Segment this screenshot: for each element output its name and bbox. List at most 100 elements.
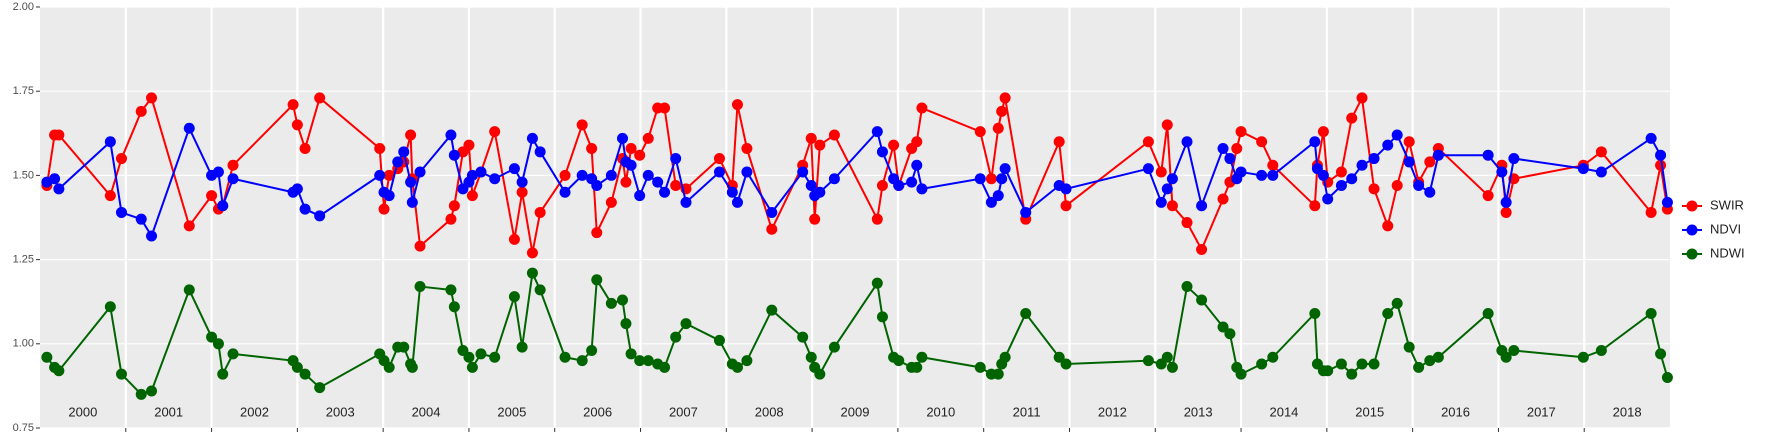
data-point: [135, 213, 147, 225]
data-point: [53, 365, 65, 377]
data-point: [731, 99, 743, 111]
data-point: [227, 159, 239, 171]
data-point: [634, 190, 646, 202]
year-label: 2007: [669, 404, 698, 419]
y-tick-label: 1.50: [13, 169, 34, 181]
data-point: [1432, 149, 1444, 161]
data-point: [1413, 180, 1425, 192]
data-point: [713, 166, 725, 178]
data-point: [893, 180, 905, 192]
data-point: [576, 169, 588, 181]
data-point: [1256, 358, 1268, 370]
y-tick-label: 1.25: [13, 254, 34, 266]
data-point: [1482, 149, 1494, 161]
data-point: [1060, 183, 1072, 195]
year-label: 2017: [1527, 404, 1556, 419]
data-point: [985, 196, 997, 208]
data-point: [414, 166, 426, 178]
data-point: [135, 105, 147, 117]
data-point: [392, 156, 404, 168]
data-point: [996, 105, 1008, 117]
data-point: [625, 348, 637, 360]
data-point: [1595, 146, 1607, 158]
data-point: [1368, 153, 1380, 165]
data-point: [49, 173, 61, 185]
data-point: [41, 351, 53, 363]
data-point: [475, 166, 487, 178]
year-label: 2015: [1355, 404, 1384, 419]
data-point: [1267, 159, 1279, 171]
data-point: [1181, 136, 1193, 148]
data-point: [466, 361, 478, 373]
year-label: 2009: [841, 404, 870, 419]
data-point: [1060, 200, 1072, 212]
data-point: [104, 136, 116, 148]
data-point: [1368, 183, 1380, 195]
data-point: [992, 190, 1004, 202]
data-point: [1217, 142, 1229, 154]
data-point: [1196, 200, 1208, 212]
data-point: [398, 341, 410, 353]
data-point: [911, 159, 923, 171]
data-point: [828, 129, 840, 141]
data-point: [1482, 307, 1494, 319]
data-point: [206, 331, 218, 343]
data-point: [1500, 206, 1512, 218]
year-label: 2001: [154, 404, 183, 419]
data-point: [1403, 136, 1415, 148]
data-point: [314, 382, 326, 394]
data-point: [1500, 351, 1512, 363]
data-point: [916, 351, 928, 363]
series: [41, 267, 1673, 400]
data-point: [217, 200, 229, 212]
data-point: [1224, 153, 1236, 165]
data-point: [713, 334, 725, 346]
y-tick-label: 2.00: [13, 1, 34, 13]
data-point: [445, 129, 457, 141]
data-point: [814, 139, 826, 151]
y-tick-label: 1.00: [13, 338, 34, 350]
data-point: [634, 149, 646, 161]
data-point: [1335, 180, 1347, 192]
data-point: [448, 200, 460, 212]
data-point: [659, 186, 671, 198]
data-point: [475, 348, 487, 360]
data-point: [876, 311, 888, 323]
data-point: [642, 132, 654, 144]
data-point: [731, 361, 743, 373]
data-point: [670, 180, 682, 192]
data-point: [1166, 200, 1178, 212]
data-point: [805, 132, 817, 144]
data-point: [726, 186, 738, 198]
data-point: [1500, 196, 1512, 208]
data-point: [287, 99, 299, 111]
data-point: [398, 146, 410, 158]
y-tick-label: 1.75: [13, 85, 34, 97]
data-point: [448, 301, 460, 313]
data-point: [805, 351, 817, 363]
data-point: [383, 169, 395, 181]
data-point: [183, 220, 195, 232]
data-point: [1181, 281, 1193, 293]
data-point: [183, 284, 195, 296]
data-point: [299, 368, 311, 380]
data-point: [1391, 297, 1403, 309]
data-point: [374, 169, 386, 181]
year-label: 2012: [1098, 404, 1127, 419]
data-point: [1142, 136, 1154, 148]
data-point: [1661, 371, 1673, 383]
data-point: [992, 368, 1004, 380]
data-point: [605, 297, 617, 309]
data-point: [1142, 355, 1154, 367]
data-point: [1382, 307, 1394, 319]
data-point: [116, 206, 127, 218]
year-label: 2000: [68, 404, 97, 419]
data-point: [414, 281, 426, 293]
data-point: [1231, 142, 1243, 154]
data-point: [206, 190, 218, 202]
data-point: [974, 126, 986, 138]
data-point: [805, 180, 817, 192]
data-point: [974, 173, 986, 185]
legend-label: SWIR: [1710, 197, 1744, 212]
data-point: [1317, 126, 1329, 138]
